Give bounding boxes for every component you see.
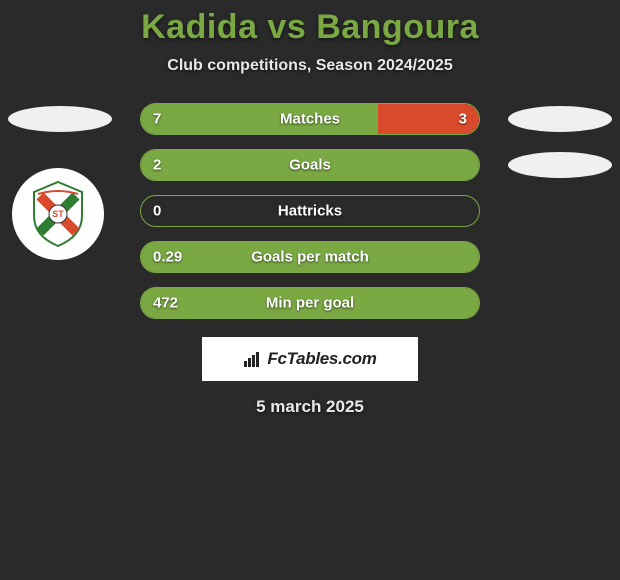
bar-left-value: 2 bbox=[153, 157, 161, 174]
stat-bar-mpg: 472 Min per goal bbox=[140, 287, 480, 319]
bar-label: Goals per match bbox=[251, 249, 369, 266]
date-text: 5 march 2025 bbox=[0, 397, 620, 417]
page-title: Kadida vs Bangoura bbox=[0, 8, 620, 47]
svg-text:ST: ST bbox=[52, 209, 64, 219]
player-badge-right bbox=[508, 106, 612, 132]
logo-text: FcTables.com bbox=[267, 349, 376, 369]
bar-left-value: 0.29 bbox=[153, 249, 182, 266]
subtitle: Club competitions, Season 2024/2025 bbox=[0, 57, 620, 75]
chart-icon bbox=[243, 351, 263, 367]
bar-label: Goals bbox=[289, 157, 331, 174]
player-badge-left bbox=[8, 106, 112, 132]
stat-row: 7 Matches 3 bbox=[0, 103, 620, 135]
bar-label: Hattricks bbox=[278, 203, 342, 220]
stat-bar-gpm: 0.29 Goals per match bbox=[140, 241, 480, 273]
bar-left-value: 472 bbox=[153, 295, 178, 312]
bar-left-value: 7 bbox=[153, 111, 161, 128]
bar-right-value: 3 bbox=[459, 111, 467, 128]
site-logo[interactable]: FcTables.com bbox=[202, 337, 418, 381]
club-crest-icon: ST bbox=[18, 174, 98, 254]
player-badge-right bbox=[508, 152, 612, 178]
stat-row: 472 Min per goal bbox=[0, 287, 620, 319]
stat-row: 2 Goals bbox=[0, 149, 620, 181]
bar-fill-left bbox=[141, 104, 378, 134]
bar-label: Matches bbox=[280, 111, 340, 128]
bar-left-value: 0 bbox=[153, 203, 161, 220]
stats-card: Kadida vs Bangoura Club competitions, Se… bbox=[0, 0, 620, 417]
stat-row: 0.29 Goals per match bbox=[0, 241, 620, 273]
stat-bar-matches: 7 Matches 3 bbox=[140, 103, 480, 135]
bar-label: Min per goal bbox=[266, 295, 354, 312]
stat-bar-goals: 2 Goals bbox=[140, 149, 480, 181]
stat-bar-hattricks: 0 Hattricks bbox=[140, 195, 480, 227]
club-badge-left: ST bbox=[12, 168, 104, 260]
